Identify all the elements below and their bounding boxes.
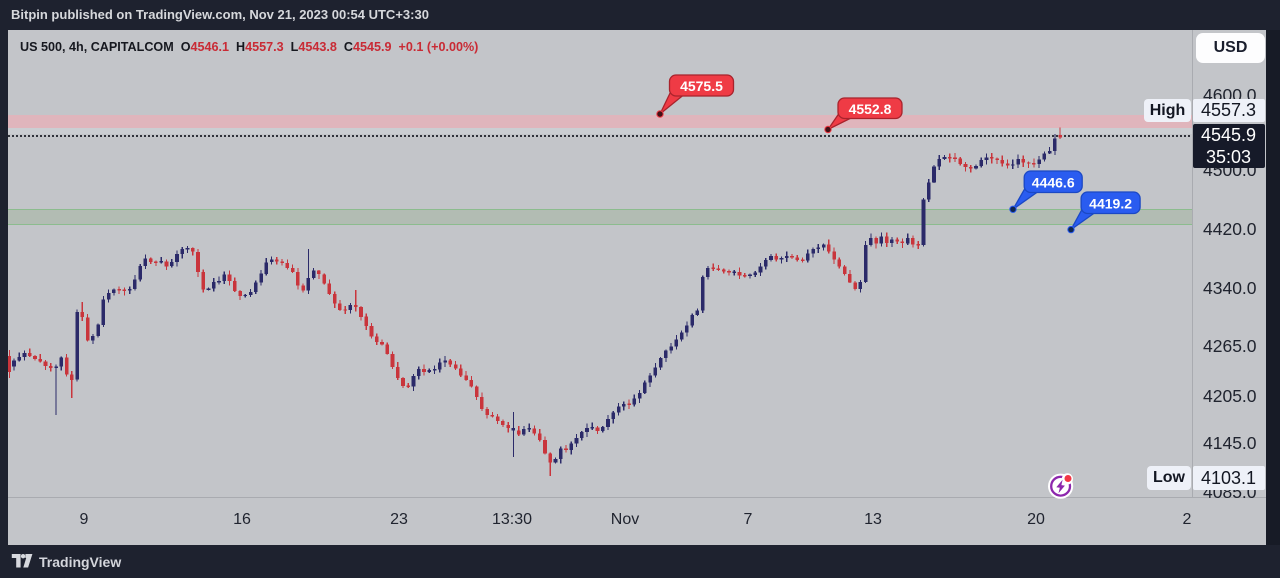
svg-text:4575.5: 4575.5 (680, 78, 723, 94)
svg-text:4419.2: 4419.2 (1089, 195, 1132, 211)
svg-text:4552.8: 4552.8 (849, 100, 892, 116)
svg-text:4446.6: 4446.6 (1032, 174, 1075, 190)
